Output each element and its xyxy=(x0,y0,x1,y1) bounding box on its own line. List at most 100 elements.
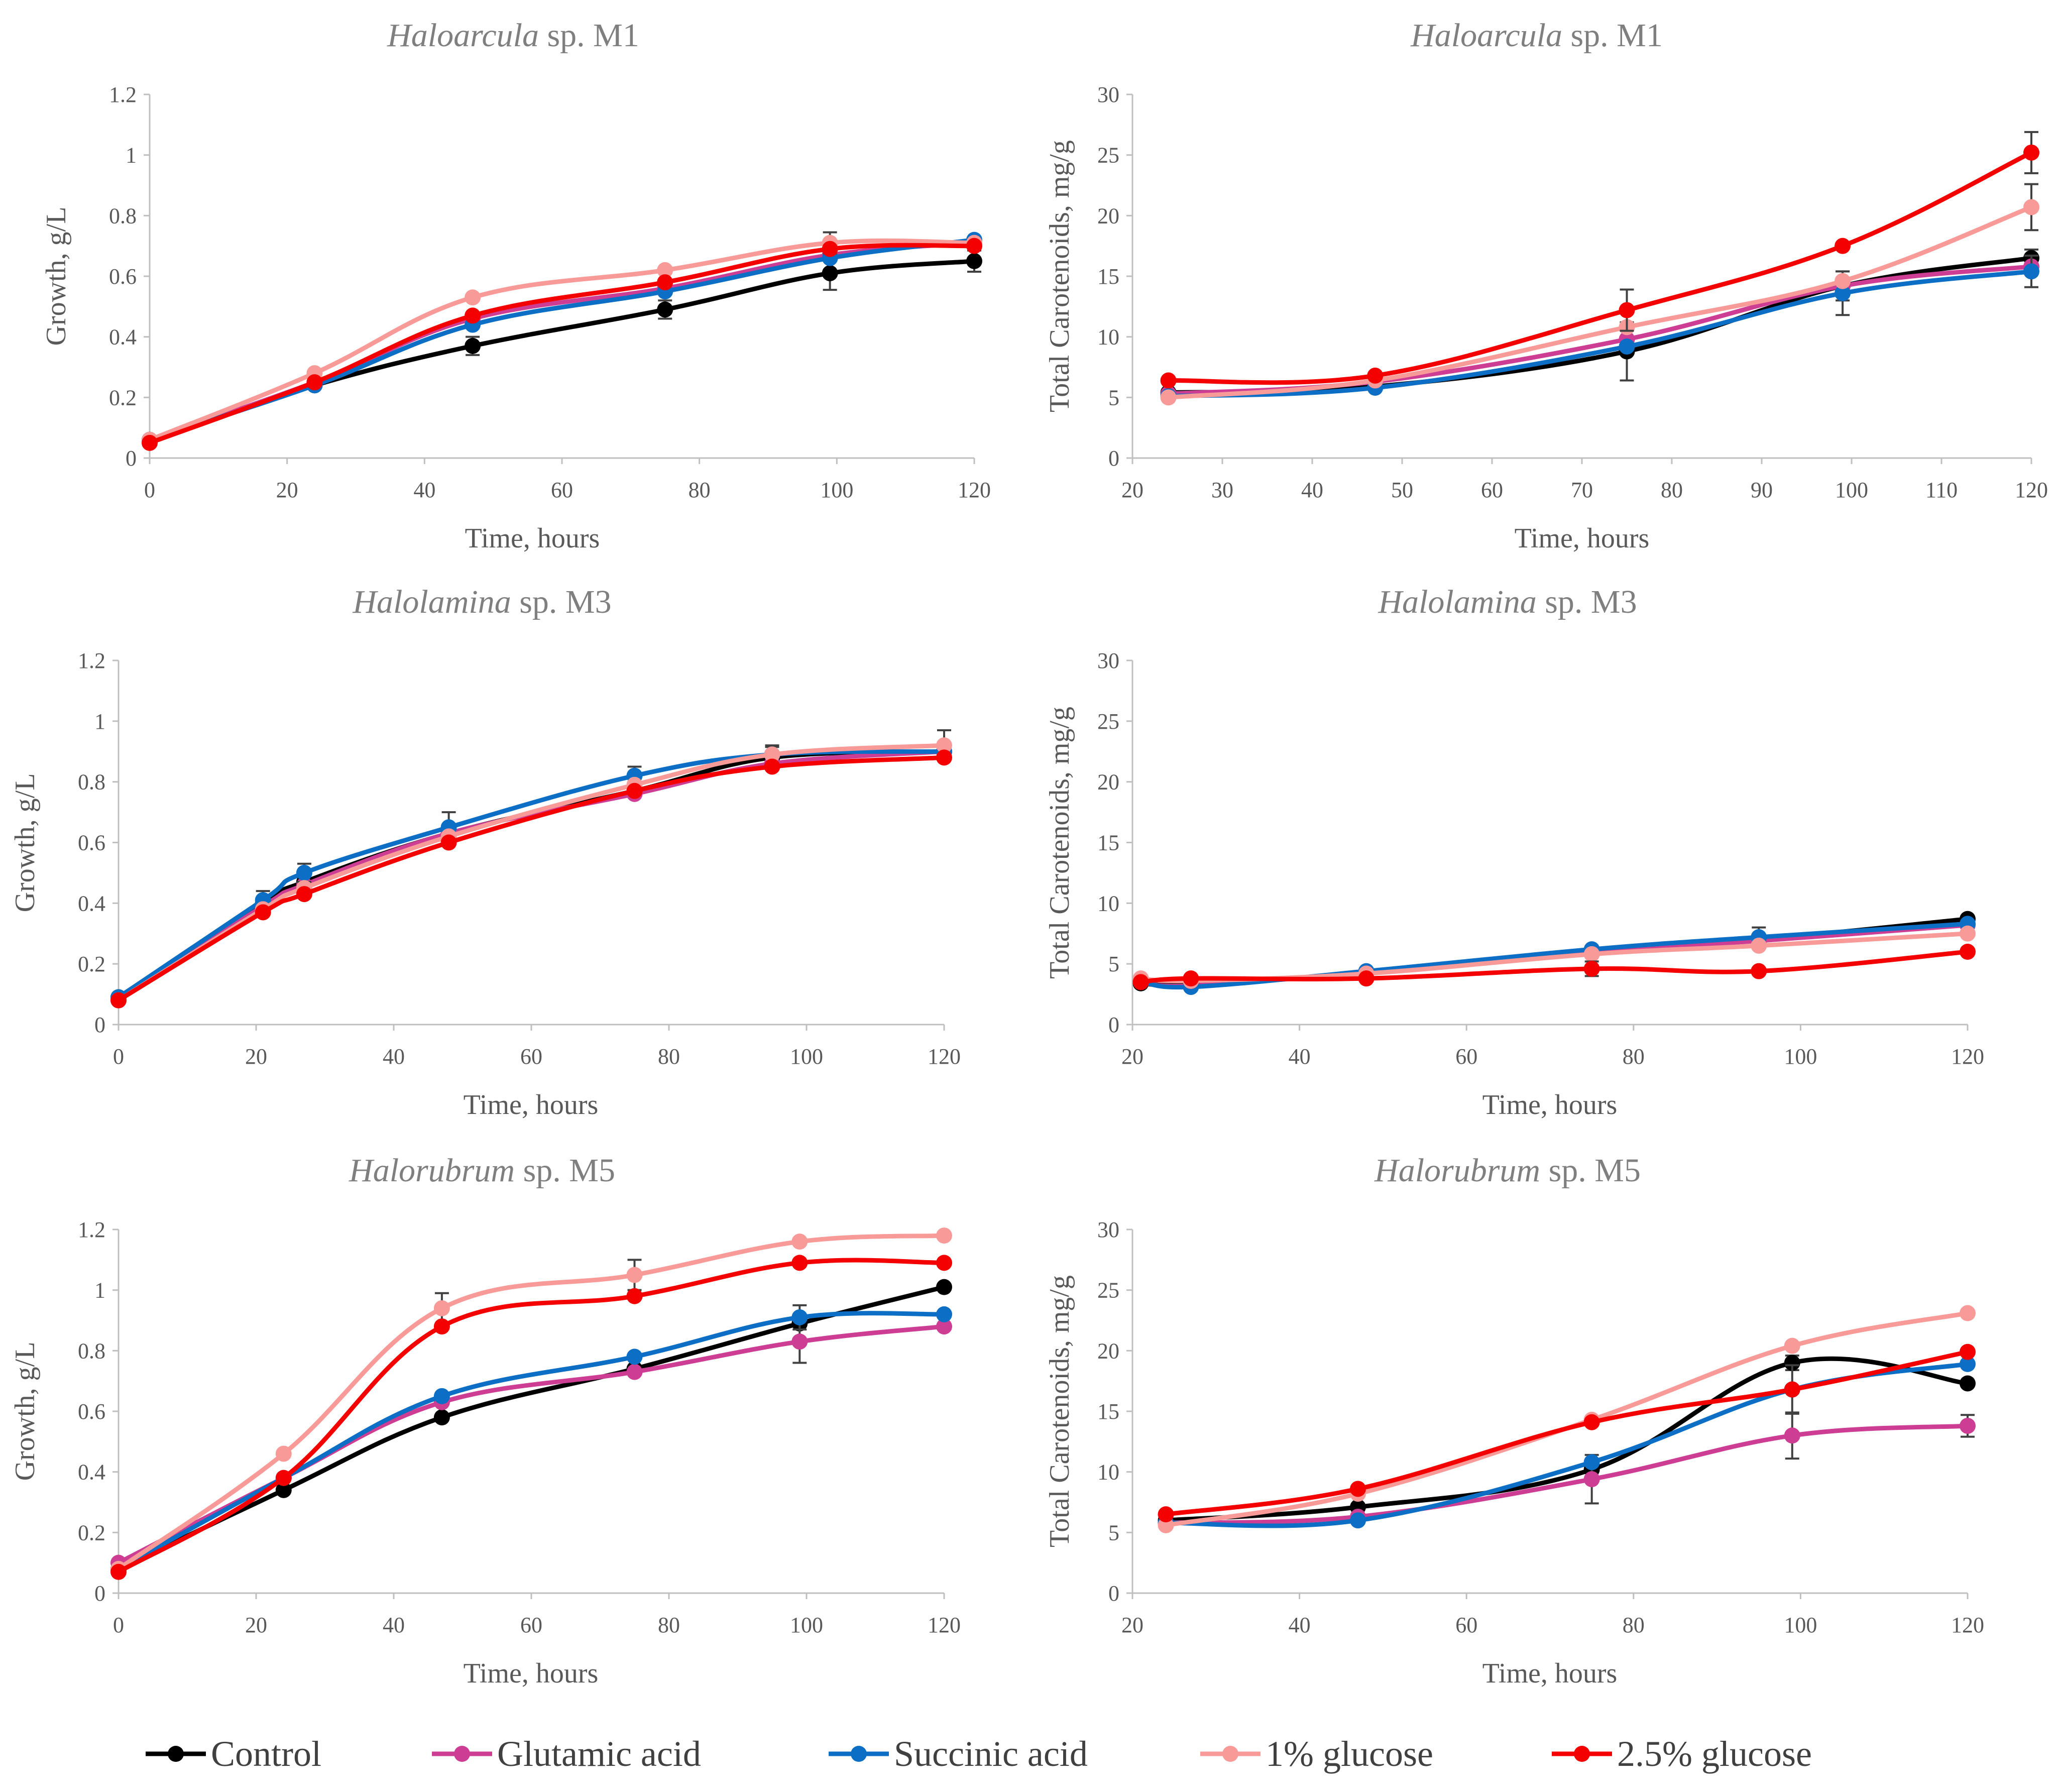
legend-item-glutamic: Glutamic acid xyxy=(432,1734,701,1774)
series-succinic-acid xyxy=(142,232,982,448)
data-point xyxy=(791,1333,808,1350)
x-tick-label: 50 xyxy=(1391,478,1413,502)
data-point xyxy=(936,737,952,754)
data-point xyxy=(1960,1356,1976,1372)
data-point xyxy=(1358,970,1375,987)
legend-label: Control xyxy=(211,1734,321,1774)
x-tick-label: 110 xyxy=(1925,478,1958,502)
y-tick-label: 20 xyxy=(1097,1338,1119,1363)
data-point xyxy=(822,241,838,257)
data-point xyxy=(657,301,673,318)
data-point xyxy=(433,1300,450,1316)
legend: Control Glutamic acid Succinic acid 1% gluc… xyxy=(146,1734,1812,1774)
x-tick-label: 80 xyxy=(1623,1613,1645,1637)
series-line xyxy=(116,743,947,1003)
y-tick-label: 0.8 xyxy=(109,203,137,228)
y-tick-label: 0.2 xyxy=(78,1520,105,1545)
series-line xyxy=(1164,1311,1970,1528)
chart-title-strain: sp. M1 xyxy=(1562,17,1663,54)
data-point xyxy=(1960,1343,1976,1360)
y-tick-label: 0.4 xyxy=(109,325,137,350)
series-succinic-acid xyxy=(110,1304,952,1577)
data-point xyxy=(275,1445,292,1462)
y-tick-label: 0 xyxy=(94,1581,105,1606)
data-point xyxy=(440,834,457,851)
data-point xyxy=(433,1388,450,1404)
data-point xyxy=(2023,144,2039,161)
chart-m5-growth: Halorubrum sp. M5 0 0.2 0.4 0.6 0.8 1 1.2 0 20 40 6… xyxy=(10,1152,961,1689)
data-point xyxy=(2023,199,2039,215)
data-point xyxy=(1583,1414,1600,1430)
data-point xyxy=(433,1318,450,1335)
legend-item-glucose1: 1% glucose xyxy=(1200,1734,1433,1774)
x-tick-label: 100 xyxy=(820,478,853,502)
series-1-glucose xyxy=(110,729,952,1009)
data-point xyxy=(936,749,952,766)
y-tick-label: 5 xyxy=(1108,1520,1119,1545)
series-line xyxy=(1164,1350,1970,1517)
y-tick-label: 0 xyxy=(1108,1581,1119,1606)
x-tick-label: 60 xyxy=(1455,1613,1477,1637)
x-tick-label: 60 xyxy=(1455,1044,1477,1069)
chart-title-genus: Halorubrum xyxy=(349,1152,515,1189)
y-tick-label: 0.4 xyxy=(78,891,105,916)
data-point xyxy=(465,338,481,354)
series-line xyxy=(116,749,947,1000)
data-point xyxy=(1960,925,1976,942)
chart-m1-carot: Haloarcula sp. M1 0 5 10 15 20 25 30 20 30 40 50 60 7… xyxy=(1044,17,2048,554)
series-1-glucose xyxy=(1158,1305,1976,1533)
series-line xyxy=(1138,949,1970,984)
data-point xyxy=(1367,367,1384,384)
y-tick-label: 30 xyxy=(1097,82,1119,107)
series-line xyxy=(116,749,947,1003)
data-point xyxy=(465,289,481,306)
data-point xyxy=(936,1279,952,1295)
data-point xyxy=(142,434,158,451)
x-tick-label: 20 xyxy=(1121,1613,1143,1637)
series-2-5-glucose xyxy=(1160,131,2039,389)
y-tick-label: 10 xyxy=(1097,1460,1119,1485)
chart-title: Halolamina sp. M3 xyxy=(352,584,611,620)
x-tick-label: 120 xyxy=(958,478,991,502)
data-point xyxy=(1583,946,1600,962)
x-tick-label: 40 xyxy=(1301,478,1323,502)
y-tick-label: 0.6 xyxy=(78,831,105,855)
series-2-5-glucose xyxy=(110,1255,952,1580)
chart-title: Halolamina sp. M3 xyxy=(1378,584,1637,620)
data-point xyxy=(306,374,323,391)
data-point xyxy=(1784,1337,1800,1354)
series-control xyxy=(110,743,952,1005)
y-tick-label: 30 xyxy=(1097,1217,1119,1242)
data-point xyxy=(1158,1506,1174,1523)
series-line xyxy=(116,1285,947,1572)
y-tick-label: 0.2 xyxy=(109,385,137,410)
y-tick-label: 5 xyxy=(1108,385,1119,410)
chart-m5-carot: Halorubrum sp. M5 0 5 10 15 20 25 30 20 40 60 80 100… xyxy=(1044,1152,1984,1689)
data-point xyxy=(936,1306,952,1322)
x-tick-label: 40 xyxy=(383,1044,405,1069)
data-point xyxy=(275,1470,292,1486)
x-tick-label: 80 xyxy=(1623,1044,1645,1069)
data-point xyxy=(1784,1381,1800,1398)
data-point xyxy=(936,1255,952,1271)
x-tick-label: 80 xyxy=(658,1613,680,1637)
data-point xyxy=(626,1288,643,1304)
y-tick-label: 10 xyxy=(1097,891,1119,916)
data-point xyxy=(1960,1417,1976,1434)
series-line xyxy=(116,755,947,1003)
series-line xyxy=(147,259,977,442)
x-tick-label: 0 xyxy=(144,478,155,502)
legend-marker xyxy=(1222,1746,1238,1762)
data-point xyxy=(1583,1454,1600,1471)
chart-title-strain: sp. M5 xyxy=(515,1152,615,1189)
y-tick-label: 0.8 xyxy=(78,770,105,795)
series-line xyxy=(147,243,977,445)
x-tick-label: 90 xyxy=(1751,478,1773,502)
x-tick-label: 30 xyxy=(1211,478,1233,502)
chart-m3-carot: Halolamina sp. M3 0 5 10 15 20 25 30 20 40 60 80 100… xyxy=(1044,584,1984,1121)
data-point xyxy=(764,746,780,763)
series-2-5-glucose xyxy=(142,238,982,451)
data-point xyxy=(657,262,673,278)
data-point xyxy=(1751,963,1767,979)
x-tick-label: 70 xyxy=(1571,478,1593,502)
